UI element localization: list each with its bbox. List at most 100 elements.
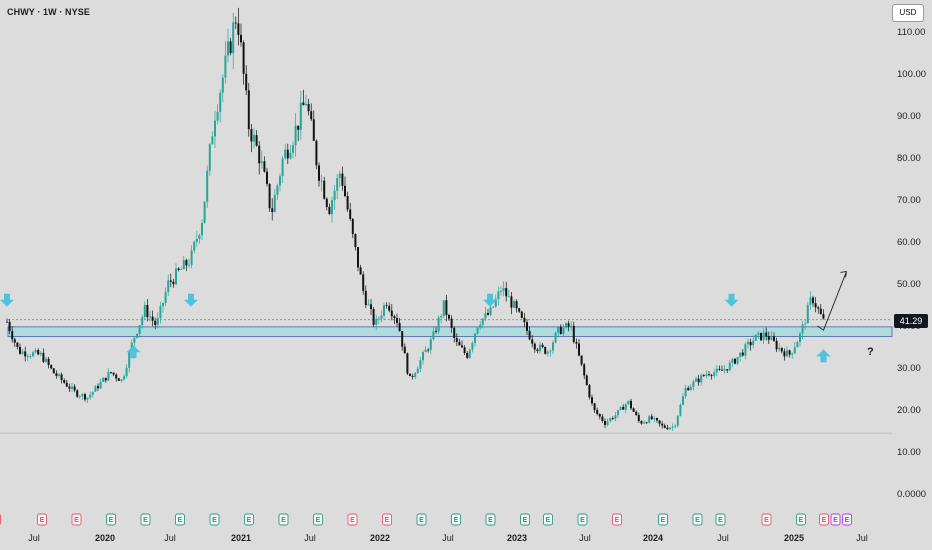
candle-body bbox=[133, 337, 136, 343]
candle-body bbox=[141, 317, 144, 326]
candle-body bbox=[427, 349, 430, 351]
candle-body bbox=[377, 318, 380, 320]
candle-body bbox=[149, 316, 151, 318]
earnings-badge bbox=[0, 514, 1, 525]
earnings-badge bbox=[209, 513, 220, 526]
candle-body bbox=[177, 268, 180, 270]
earnings-badge bbox=[71, 513, 82, 526]
candle-body bbox=[674, 425, 677, 427]
candle-body bbox=[648, 416, 651, 423]
candle-body bbox=[533, 343, 536, 350]
earnings-badge bbox=[520, 513, 530, 526]
earnings-badge bbox=[485, 513, 496, 526]
y-tick-label: 70.00 bbox=[897, 195, 921, 206]
candle-body bbox=[585, 375, 588, 386]
candle-body bbox=[403, 346, 406, 354]
candle-body bbox=[276, 185, 279, 195]
candle-body bbox=[169, 280, 172, 282]
candle-body bbox=[201, 222, 203, 236]
candle-body bbox=[481, 318, 484, 325]
candle-body bbox=[45, 358, 47, 362]
earnings-icon: E bbox=[692, 513, 703, 526]
candle-body bbox=[791, 353, 794, 355]
candle-body bbox=[151, 316, 154, 321]
candle-body bbox=[102, 377, 105, 382]
candle-body bbox=[323, 180, 326, 199]
candle-body bbox=[182, 260, 185, 270]
candle-body bbox=[492, 306, 495, 308]
candle-body bbox=[52, 368, 55, 374]
earnings-icon: E bbox=[796, 513, 806, 526]
earnings-badge bbox=[658, 513, 668, 526]
candle-body bbox=[721, 369, 723, 371]
candle-body bbox=[120, 379, 123, 381]
candle-body bbox=[362, 274, 365, 291]
earnings-badge bbox=[612, 513, 622, 526]
candle-body bbox=[497, 291, 500, 300]
projection-arrowhead bbox=[840, 270, 847, 278]
candle-body bbox=[786, 350, 788, 357]
candle-body bbox=[549, 350, 552, 352]
candle-body bbox=[578, 343, 580, 356]
candle-body bbox=[489, 307, 492, 315]
candle-body bbox=[63, 380, 66, 383]
y-tick-label: 60.00 bbox=[897, 237, 921, 248]
candle-body bbox=[370, 304, 372, 310]
candle-body bbox=[390, 310, 393, 317]
candle-body bbox=[442, 300, 445, 317]
candle-body bbox=[91, 391, 94, 395]
candle-body bbox=[110, 372, 112, 373]
candle-body bbox=[175, 268, 177, 285]
candle-body bbox=[76, 390, 79, 397]
candle-body bbox=[734, 358, 736, 364]
candle-body bbox=[245, 73, 248, 91]
x-tick-label: Jul bbox=[579, 533, 591, 543]
candle-body bbox=[302, 102, 305, 106]
candle-body bbox=[762, 332, 765, 341]
candle-body bbox=[393, 316, 396, 319]
candle-body bbox=[146, 304, 149, 318]
candle-body bbox=[315, 140, 318, 166]
candle-body bbox=[710, 374, 713, 376]
earnings-letter: E bbox=[247, 517, 252, 524]
candle-body bbox=[663, 425, 666, 428]
candle-body bbox=[793, 347, 796, 354]
candle-body bbox=[229, 41, 232, 54]
candle-body bbox=[68, 386, 71, 389]
earnings-letter: E bbox=[419, 517, 424, 524]
candle-body bbox=[216, 111, 219, 121]
earnings-letter: E bbox=[718, 517, 723, 524]
candle-body bbox=[760, 332, 762, 341]
candle-body bbox=[609, 418, 612, 422]
x-tick-label: 2021 bbox=[231, 533, 251, 543]
candle-body bbox=[513, 301, 515, 308]
candle-body bbox=[86, 397, 89, 400]
candle-body bbox=[58, 374, 60, 376]
currency-button[interactable]: USD bbox=[892, 4, 924, 22]
candle-body bbox=[471, 342, 474, 350]
candle-body bbox=[622, 406, 625, 410]
candle-body bbox=[780, 347, 783, 352]
candle-body bbox=[502, 288, 505, 292]
candle-body bbox=[416, 368, 419, 374]
candle-body bbox=[437, 317, 440, 332]
earnings-badge bbox=[692, 513, 703, 526]
candle-body bbox=[289, 152, 292, 159]
candle-body bbox=[227, 41, 229, 56]
candle-body bbox=[765, 332, 768, 337]
candle-body bbox=[89, 394, 92, 398]
candle-body bbox=[474, 333, 476, 343]
earnings-letter: E bbox=[454, 517, 459, 524]
candle-body bbox=[809, 297, 812, 305]
candle-body bbox=[570, 325, 573, 327]
earnings-icon: E bbox=[106, 513, 116, 526]
candle-body bbox=[546, 351, 549, 354]
earnings-badge bbox=[416, 513, 427, 526]
earnings-letter: E bbox=[109, 517, 114, 524]
candle-body bbox=[268, 183, 271, 209]
earnings-icon: E bbox=[140, 513, 151, 526]
last-price-label: 41.29 bbox=[894, 314, 928, 328]
candle-body bbox=[531, 339, 534, 344]
candle-body bbox=[676, 415, 679, 426]
